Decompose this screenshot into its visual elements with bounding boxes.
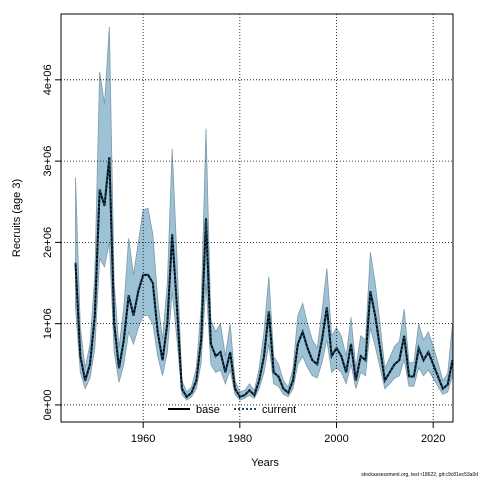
y-tick-label: 1e+06 <box>42 308 54 339</box>
footer: stockassessment.org, test r18622, git:c9… <box>361 472 478 478</box>
plot-frame <box>60 13 454 423</box>
line <box>74 156 454 399</box>
x-tick-label: 1980 <box>228 433 252 445</box>
y-tick-label: 4e+06 <box>42 64 54 95</box>
legend-label: current <box>262 404 296 416</box>
y-tick-label: 0e+00 <box>42 389 54 420</box>
confidence-band <box>75 26 453 401</box>
x-axis-label: Years <box>251 457 279 469</box>
x-tick-label: 1960 <box>131 433 155 445</box>
y-axis-label: Recruits (age 3) <box>11 179 23 257</box>
y-tick-label: 3e+06 <box>42 146 54 177</box>
x-tick-label: 2020 <box>421 433 445 445</box>
x-tick-label: 2000 <box>324 433 348 445</box>
y-tick-label: 2e+06 <box>42 227 54 258</box>
legend-label: base <box>196 404 220 416</box>
